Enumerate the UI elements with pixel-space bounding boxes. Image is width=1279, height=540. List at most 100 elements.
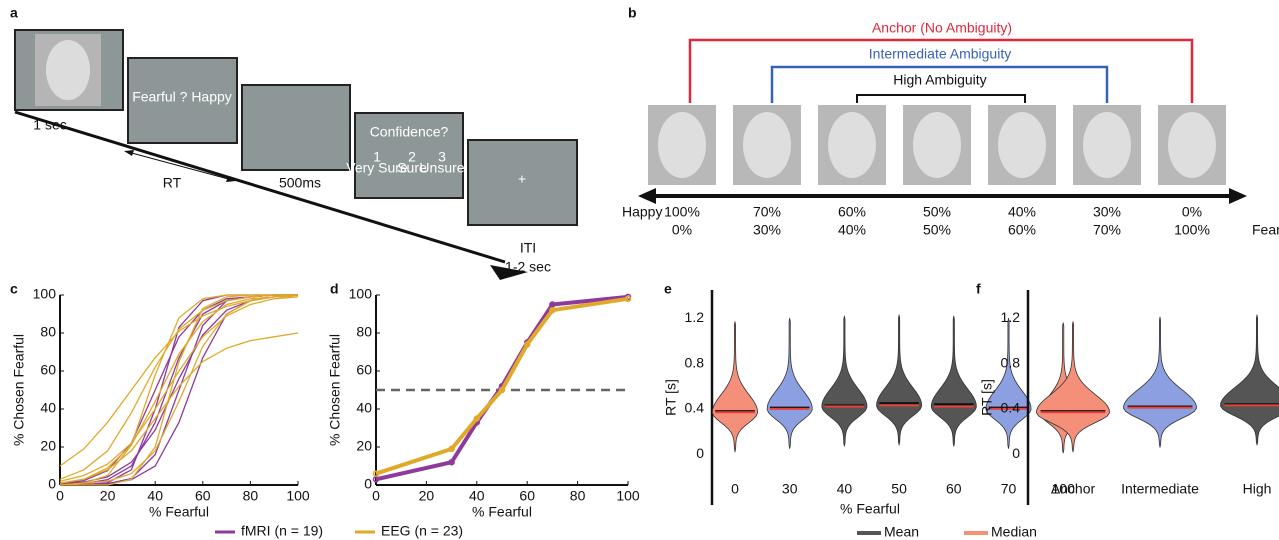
x-tick-label: 60 bbox=[946, 481, 962, 497]
face bbox=[46, 40, 90, 100]
x-tick-label: 30 bbox=[782, 481, 798, 497]
x-axis-label: % Fearful bbox=[149, 504, 209, 520]
morph-faces bbox=[648, 105, 1226, 185]
y-tick-label: 40 bbox=[356, 400, 372, 416]
curve bbox=[59, 294, 298, 480]
y-axis-label: % Chosen Fearful bbox=[327, 334, 343, 446]
iti-label: ITI bbox=[520, 240, 536, 256]
bracket bbox=[770, 65, 1109, 103]
happy-percent: 0% bbox=[1182, 204, 1202, 220]
face bbox=[743, 112, 791, 178]
panel-label: a bbox=[10, 5, 18, 21]
fearful-percent: 40% bbox=[838, 222, 866, 238]
y-tick-label: 0.4 bbox=[685, 400, 705, 416]
x-tick-label: 0 bbox=[372, 488, 380, 504]
x-tick-label: 80 bbox=[243, 488, 259, 504]
happy-percent: 70% bbox=[753, 204, 781, 220]
panel-b: b Anchor (No Ambiguity) Intermediate Amb… bbox=[622, 5, 1279, 238]
legend-label: fMRI (n = 19) bbox=[241, 523, 323, 539]
option-label: Sure bbox=[397, 160, 427, 176]
y-tick-label: 100 bbox=[349, 286, 373, 302]
bracket-label: Anchor (No Ambiguity) bbox=[872, 20, 1012, 36]
curve bbox=[59, 294, 299, 484]
screen bbox=[354, 112, 464, 199]
x-tick-label: Intermediate bbox=[1121, 481, 1199, 497]
face bbox=[658, 112, 706, 178]
fearful-percent: 50% bbox=[923, 222, 951, 238]
curve bbox=[375, 296, 629, 476]
y-tick-label: 60 bbox=[40, 362, 56, 378]
x-tick-label: 40 bbox=[837, 481, 853, 497]
y-tick-label: 0.8 bbox=[685, 354, 705, 370]
confidence-text: Confidence? bbox=[370, 124, 449, 140]
x-tick-label: 80 bbox=[570, 488, 586, 504]
y-tick-label: 20 bbox=[40, 438, 56, 454]
curve bbox=[59, 332, 299, 484]
violin bbox=[1123, 317, 1197, 448]
x-tick-label: 100 bbox=[286, 488, 310, 504]
violin bbox=[985, 318, 1032, 449]
y-tick-label: 20 bbox=[356, 438, 372, 454]
panel-label: b bbox=[628, 5, 637, 21]
option-label: Very Sure bbox=[346, 160, 408, 176]
x-tick-label: High bbox=[1243, 481, 1272, 497]
panel-label: e bbox=[664, 281, 672, 297]
x-tick-label: Anchor bbox=[1051, 481, 1096, 497]
y-tick-label: 100 bbox=[33, 286, 57, 302]
option-num: 3 bbox=[438, 149, 446, 165]
point bbox=[523, 341, 531, 348]
happy-label: Happy bbox=[622, 204, 662, 220]
panel-a: a Fearful ? Happy Confidence? 1 Very Sur… bbox=[10, 5, 578, 280]
face bbox=[913, 112, 961, 178]
happy-percent: 30% bbox=[1093, 204, 1121, 220]
face bbox=[1168, 112, 1216, 178]
rt-label: RT bbox=[163, 175, 182, 191]
y-tick-label: 1.2 bbox=[685, 309, 705, 325]
legend-label: EEG (n = 23) bbox=[381, 523, 463, 539]
face bbox=[1083, 112, 1131, 178]
fearful-percent: 60% bbox=[1008, 222, 1036, 238]
screens: Fearful ? Happy Confidence? 1 Very Sure … bbox=[14, 29, 578, 226]
screen bbox=[127, 57, 238, 144]
y-axis-label: % Chosen Fearful bbox=[11, 334, 27, 446]
curve bbox=[60, 294, 298, 486]
happy-percent: 40% bbox=[1008, 204, 1036, 220]
happy-percent: 100% bbox=[664, 204, 700, 220]
point bbox=[448, 458, 455, 466]
legend-label: Median bbox=[991, 524, 1037, 540]
screen bbox=[241, 84, 351, 171]
fearful-percent: 30% bbox=[753, 222, 781, 238]
point bbox=[473, 415, 481, 422]
x-tick-label: 40 bbox=[147, 488, 163, 504]
x-tick-label: 50 bbox=[891, 481, 907, 497]
y-tick-label: 0.8 bbox=[1001, 354, 1021, 370]
y-tick-label: 0 bbox=[364, 476, 372, 492]
violin bbox=[766, 318, 813, 449]
fearful-percent: 0% bbox=[672, 222, 692, 238]
x-tick-label: 60 bbox=[519, 488, 535, 504]
violin bbox=[1036, 321, 1110, 453]
x-axis-label: % Fearful bbox=[472, 504, 532, 520]
y-tick-label: 80 bbox=[40, 324, 56, 340]
curve bbox=[59, 296, 299, 482]
happy-percent: 60% bbox=[838, 204, 866, 220]
point bbox=[372, 470, 380, 477]
point bbox=[448, 445, 455, 453]
curve bbox=[59, 294, 298, 486]
bracket-label: High Ambiguity bbox=[893, 72, 986, 88]
x-tick-label: 100 bbox=[616, 488, 640, 504]
violin bbox=[930, 315, 977, 447]
face bbox=[828, 112, 876, 178]
fixation: + bbox=[518, 171, 526, 187]
x-tick-label: 0 bbox=[56, 488, 64, 504]
point bbox=[549, 306, 556, 314]
x-tick-label: 20 bbox=[419, 488, 435, 504]
option-num: 1 bbox=[373, 149, 381, 165]
violin bbox=[876, 314, 923, 446]
x-tick-label: 20 bbox=[100, 488, 116, 504]
bracket bbox=[856, 94, 1026, 103]
panel-label: d bbox=[330, 281, 339, 297]
curve bbox=[59, 296, 298, 467]
y-axis-label: RT [s] bbox=[663, 379, 679, 416]
